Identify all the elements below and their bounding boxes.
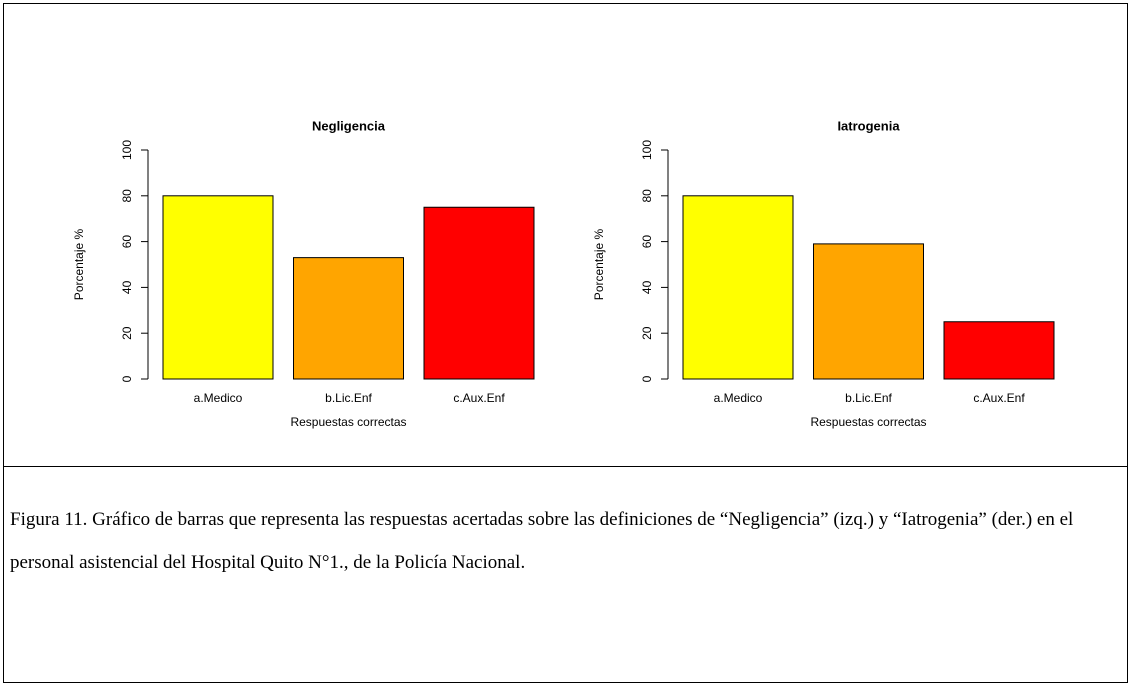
y-axis-label: Porcentaje % xyxy=(592,228,606,300)
bar xyxy=(682,195,794,380)
x-axis-label: Respuestas correctas xyxy=(810,415,926,429)
y-tick-label: 40 xyxy=(120,280,134,294)
x-tick-label: b.Lic.Enf xyxy=(325,391,372,405)
bar xyxy=(423,206,535,380)
y-tick-label: 100 xyxy=(640,140,654,160)
y-tick-label: 100 xyxy=(120,140,134,160)
bar xyxy=(813,243,924,380)
frame xyxy=(3,3,1128,683)
x-tick-label: a.Medico xyxy=(714,391,763,405)
x-axis-label: Respuestas correctas xyxy=(290,415,406,429)
x-tick-label: b.Lic.Enf xyxy=(845,391,892,405)
chart-title: Iatrogenia xyxy=(837,118,900,133)
x-tick-label: c.Aux.Enf xyxy=(453,391,505,405)
chart-title: Negligencia xyxy=(312,118,386,133)
divider xyxy=(3,466,1128,467)
y-tick-label: 0 xyxy=(640,375,654,382)
charts: Negligencia 0 20 40 60 80 100 Porcentaje % a.Med… xyxy=(72,118,1055,429)
y-tick-label: 20 xyxy=(120,326,134,340)
x-tick-label: a.Medico xyxy=(194,391,243,405)
y-tick-label: 20 xyxy=(640,326,654,340)
y-tick-label: 60 xyxy=(640,235,654,249)
x-tick-label: c.Aux.Enf xyxy=(973,391,1025,405)
caption: Figura 11. Gráfico de barras que represe… xyxy=(10,509,1074,573)
y-tick-label: 40 xyxy=(640,280,654,294)
y-axis-label: Porcentaje % xyxy=(72,228,86,300)
bar xyxy=(162,195,274,380)
y-tick-label: 0 xyxy=(120,375,134,382)
y-tick-label: 80 xyxy=(120,189,134,203)
y-tick-label: 80 xyxy=(640,189,654,203)
bar xyxy=(293,257,404,380)
y-tick-label: 60 xyxy=(120,235,134,249)
bar xyxy=(943,321,1055,380)
